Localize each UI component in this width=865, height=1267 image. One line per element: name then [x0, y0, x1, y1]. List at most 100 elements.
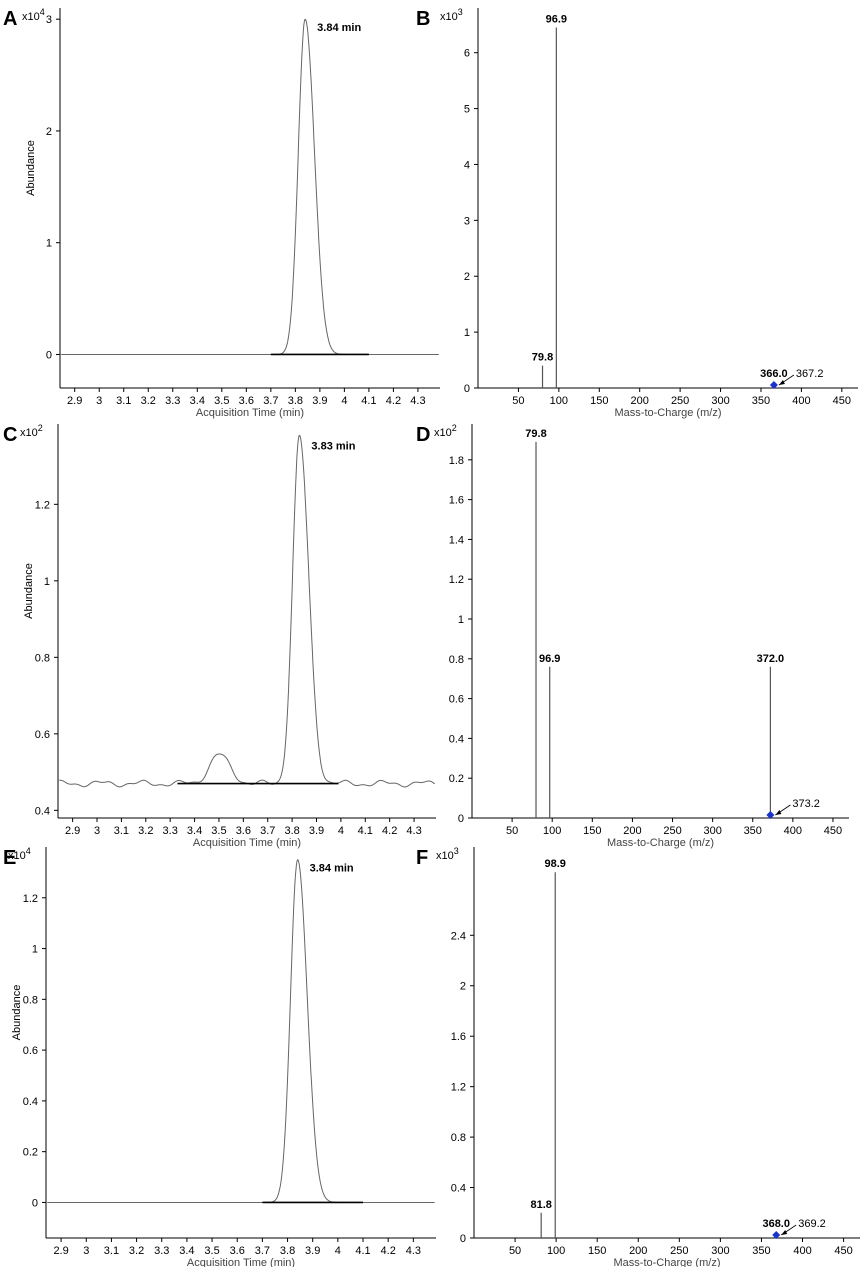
- x-tick-label: 250: [671, 395, 689, 407]
- y-tick-label: 0: [32, 1197, 38, 1209]
- x-tick-label: 3.6: [239, 395, 254, 407]
- precursor-marker: [772, 1231, 781, 1239]
- y-tick-label: 1: [46, 238, 52, 250]
- annotation-label: 369.2: [798, 1218, 826, 1230]
- y-tick-label: 2: [460, 981, 466, 993]
- y-multiplier: x104: [8, 846, 31, 862]
- peak-label: 3.84 min: [317, 22, 361, 34]
- stick-label: 81.8: [530, 1199, 551, 1211]
- x-tick-label: 400: [793, 1245, 811, 1257]
- x-axis-label: Acquisition Time (min): [187, 1257, 295, 1267]
- x-tick-label: 450: [834, 1245, 852, 1257]
- x-tick-label: 3.8: [284, 825, 299, 837]
- panel-letter: A: [3, 8, 17, 30]
- y-axis-label: Abundance: [23, 563, 35, 619]
- x-axis-label: Acquisition Time (min): [193, 837, 301, 849]
- x-tick-label: 150: [583, 825, 601, 837]
- x-tick-label: 450: [833, 395, 851, 407]
- x-axis-label: Mass-to-Charge (m/z): [615, 407, 722, 419]
- x-tick-label: 300: [703, 825, 721, 837]
- x-tick-label: 2.9: [67, 395, 82, 407]
- y-tick-label: 0.4: [35, 805, 50, 817]
- precursor-marker: [766, 811, 775, 819]
- x-tick-label: 100: [550, 395, 568, 407]
- chromatogram-trace: [59, 434, 436, 788]
- y-tick-label: 1.8: [449, 455, 464, 467]
- x-tick-label: 3.4: [187, 825, 202, 837]
- x-tick-label: 350: [744, 825, 762, 837]
- y-tick-label: 3: [46, 14, 52, 26]
- x-axis-label: Mass-to-Charge (m/z): [614, 1257, 721, 1267]
- arrow-head: [775, 810, 782, 815]
- x-axis-label: Acquisition Time (min): [196, 407, 304, 419]
- y-tick-label: 1.4: [449, 534, 464, 546]
- x-tick-label: 100: [547, 1245, 565, 1257]
- peak-label: 3.84 min: [310, 863, 354, 875]
- x-tick-label: 3.3: [154, 1245, 169, 1257]
- x-tick-label: 100: [543, 825, 561, 837]
- x-tick-label: 3.9: [312, 395, 327, 407]
- x-tick-label: 50: [506, 825, 518, 837]
- x-tick-label: 250: [663, 825, 681, 837]
- x-tick-label: 350: [752, 1245, 770, 1257]
- y-tick-label: 2.4: [451, 930, 466, 942]
- x-tick-label: 3.9: [309, 825, 324, 837]
- y-tick-label: 1.2: [35, 499, 50, 511]
- y-tick-label: 0.8: [23, 994, 38, 1006]
- y-tick-label: 0.6: [23, 1045, 38, 1057]
- y-tick-label: 3: [464, 215, 470, 227]
- y-tick-label: 0.4: [449, 733, 464, 745]
- x-tick-label: 4.1: [358, 825, 373, 837]
- x-tick-label: 300: [711, 1245, 729, 1257]
- x-tick-label: 3.8: [280, 1245, 295, 1257]
- y-tick-label: 1: [464, 327, 470, 339]
- x-tick-label: 3.4: [190, 395, 205, 407]
- panel-letter: E: [3, 847, 16, 869]
- x-tick-label: 3: [96, 395, 102, 407]
- panel-letter: C: [3, 424, 17, 446]
- arrow-head: [778, 380, 785, 385]
- annotation-label: 367.2: [796, 368, 824, 380]
- y-tick-label: 1.6: [451, 1031, 466, 1043]
- y-multiplier: x103: [440, 7, 463, 23]
- x-tick-label: 3.2: [141, 395, 156, 407]
- y-tick-label: 0.8: [35, 652, 50, 664]
- y-tick-label: 0.8: [451, 1132, 466, 1144]
- x-tick-label: 200: [629, 1245, 647, 1257]
- x-tick-label: 200: [631, 395, 649, 407]
- stick-label: 98.9: [545, 858, 566, 870]
- y-tick-label: 0.4: [23, 1096, 38, 1108]
- x-tick-label: 150: [590, 395, 608, 407]
- panel-letter: B: [416, 8, 430, 30]
- x-tick-label: 4.3: [406, 1245, 421, 1257]
- x-tick-label: 4: [341, 395, 347, 407]
- x-tick-label: 4.1: [355, 1245, 370, 1257]
- x-axis-label: Mass-to-Charge (m/z): [607, 837, 714, 849]
- x-tick-label: 3.1: [104, 1245, 119, 1257]
- x-tick-label: 4: [335, 1245, 341, 1257]
- x-tick-label: 50: [512, 395, 524, 407]
- x-tick-label: 3.3: [165, 395, 180, 407]
- precursor-marker: [769, 381, 778, 389]
- y-tick-label: 1: [44, 576, 50, 588]
- x-tick-label: 4.3: [410, 395, 425, 407]
- x-tick-label: 4.2: [381, 1245, 396, 1257]
- x-tick-label: 4.2: [386, 395, 401, 407]
- y-tick-label: 0.6: [35, 729, 50, 741]
- x-tick-label: 2.9: [53, 1245, 68, 1257]
- y-axis-label: Abundance: [11, 985, 23, 1041]
- chromatogram-trace: [47, 859, 435, 1203]
- y-tick-label: 0.6: [449, 694, 464, 706]
- y-tick-label: 0.8: [449, 654, 464, 666]
- x-tick-label: 200: [623, 825, 641, 837]
- annotation-label: 373.2: [792, 798, 820, 810]
- x-tick-label: 4: [338, 825, 344, 837]
- panel-letter: D: [416, 424, 430, 446]
- y-tick-label: 1.6: [449, 495, 464, 507]
- y-tick-label: 0.4: [451, 1183, 466, 1195]
- y-multiplier: x102: [434, 423, 457, 439]
- y-tick-label: 1: [32, 944, 38, 956]
